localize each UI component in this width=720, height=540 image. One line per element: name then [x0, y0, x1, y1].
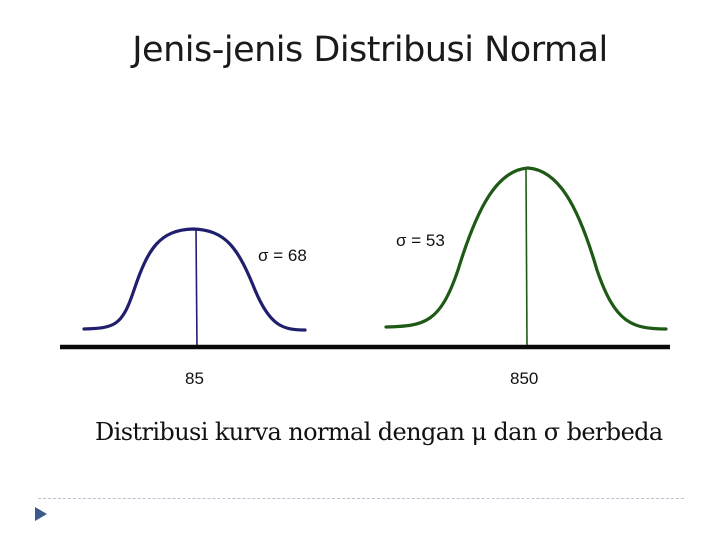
sigma-label-right: σ = 53	[396, 231, 445, 250]
mean-line-85	[195, 229, 198, 348]
normal-curve-sigma-53	[384, 166, 668, 331]
normal-curve-sigma-68	[82, 227, 307, 332]
slide-title: Jenis-jenis Distribusi Normal	[132, 30, 608, 70]
normal-distribution-diagram: σ = 68 σ = 53 85 850	[60, 166, 670, 388]
mean-label-85: 85	[185, 369, 204, 388]
diagram-caption: Distribusi kurva normal dengan μ dan σ b…	[95, 418, 663, 446]
mean-label-850: 850	[510, 369, 538, 388]
footer-divider	[38, 498, 684, 499]
sigma-label-left: σ = 68	[258, 246, 307, 265]
mean-line-850	[525, 169, 528, 348]
footer-play-arrow-icon	[35, 507, 47, 521]
